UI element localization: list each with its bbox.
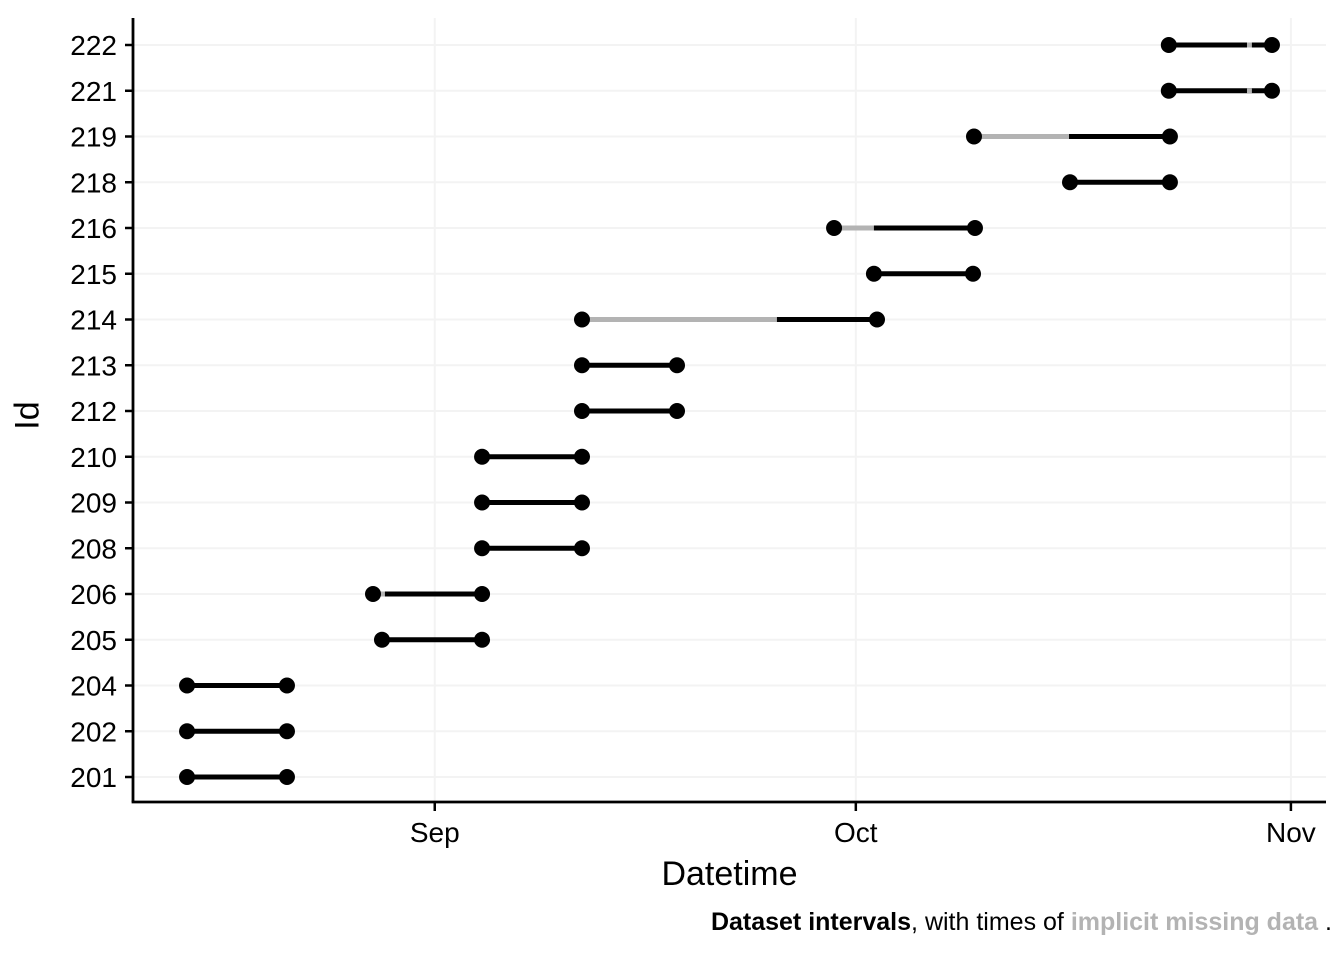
x-tick-label: Nov: [1266, 817, 1316, 848]
y-tick-label: 201: [70, 762, 117, 793]
y-tick-label: 202: [70, 716, 117, 747]
y-tick-label: 210: [70, 442, 117, 473]
interval-start-dot-221: [1160, 82, 1177, 99]
y-tick-label: 204: [70, 671, 117, 702]
y-tick-label: 209: [70, 488, 117, 519]
chart-caption: Dataset intervals, with times of implici…: [711, 908, 1332, 937]
interval-start-dot-208: [474, 540, 491, 557]
y-tick-label: 221: [70, 76, 117, 107]
interval-end-dot-221: [1263, 82, 1280, 99]
interval-start-dot-214: [573, 311, 590, 328]
y-tick-label: 214: [70, 305, 117, 336]
interval-start-dot-219: [965, 128, 982, 145]
y-tick-label: 208: [70, 533, 117, 564]
x-tick-label: Sep: [410, 817, 460, 848]
y-tick-label: 215: [70, 259, 117, 290]
interval-start-dot-205: [373, 631, 390, 648]
y-tick-label: 219: [70, 122, 117, 153]
y-tick-label: 213: [70, 350, 117, 381]
caption-missing-data-part: implicit missing data: [1070, 908, 1319, 936]
interval-start-dot-201: [179, 769, 196, 785]
interval-start-dot-210: [474, 448, 491, 465]
interval-start-dot-215: [865, 265, 882, 282]
interval-end-dot-202: [278, 723, 295, 740]
interval-start-dot-202: [179, 723, 196, 740]
y-axis-title: Id: [8, 401, 47, 430]
caption-period-part: .: [1318, 908, 1332, 936]
interval-end-dot-208: [573, 540, 590, 557]
y-tick-label: 218: [70, 167, 117, 198]
x-tick-label: Oct: [834, 817, 878, 848]
interval-end-dot-213: [669, 357, 686, 374]
interval-start-dot-206: [365, 586, 382, 602]
caption-title-part: Dataset intervals: [710, 908, 912, 936]
interval-start-dot-209: [474, 494, 491, 511]
interval-end-dot-212: [669, 403, 686, 419]
y-tick-label: 212: [70, 396, 117, 427]
interval-start-dot-213: [573, 357, 590, 374]
interval-end-dot-206: [474, 586, 491, 602]
caption-connector-part: , with times of: [911, 908, 1071, 936]
interval-start-dot-204: [179, 677, 196, 694]
interval-end-dot-216: [966, 220, 983, 236]
interval-end-dot-210: [573, 448, 590, 465]
interval-end-dot-205: [474, 631, 491, 648]
interval-start-dot-212: [573, 403, 590, 419]
interval-end-dot-215: [965, 265, 982, 282]
interval-end-dot-219: [1161, 128, 1178, 145]
interval-start-dot-218: [1061, 174, 1078, 191]
interval-end-dot-214: [869, 311, 886, 328]
y-tick-label: 205: [70, 625, 117, 656]
interval-start-dot-222: [1160, 37, 1177, 53]
y-tick-label: 206: [70, 579, 117, 610]
x-axis-title: Datetime: [661, 855, 798, 893]
interval-start-dot-216: [826, 220, 843, 236]
interval-end-dot-222: [1263, 37, 1280, 53]
y-tick-label: 216: [70, 213, 117, 244]
interval-end-dot-201: [278, 769, 295, 785]
interval-end-dot-204: [278, 677, 295, 694]
y-tick-label: 222: [70, 30, 117, 61]
interval-end-dot-209: [573, 494, 590, 511]
interval-end-dot-218: [1161, 174, 1178, 191]
